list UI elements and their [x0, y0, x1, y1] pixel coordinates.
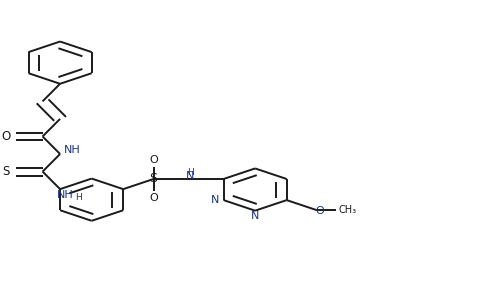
Text: O: O: [149, 193, 158, 203]
Text: S: S: [150, 173, 158, 185]
Text: N: N: [251, 211, 259, 221]
Text: N: N: [211, 195, 219, 205]
Text: H: H: [187, 168, 193, 177]
Text: O: O: [315, 205, 324, 216]
Text: CH₃: CH₃: [339, 205, 357, 215]
Text: N: N: [186, 171, 194, 181]
Text: NH: NH: [64, 145, 81, 155]
Text: S: S: [2, 165, 9, 178]
Text: H: H: [75, 193, 82, 202]
Text: NH: NH: [56, 190, 73, 200]
Text: O: O: [1, 130, 10, 143]
Text: O: O: [149, 155, 158, 165]
